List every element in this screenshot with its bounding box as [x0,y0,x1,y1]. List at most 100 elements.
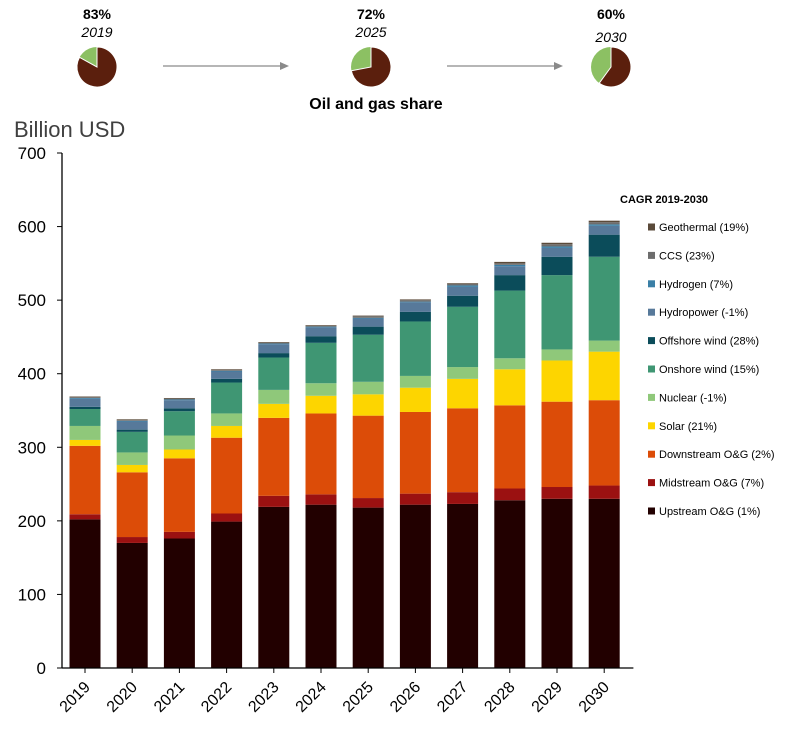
bar-segment [211,413,243,426]
legend-swatch [648,280,655,288]
bar-segment [258,506,290,668]
bar-segment [116,421,148,430]
x-tick-label: 2021 [151,679,188,716]
bar-segment [352,415,384,499]
bar-segment [399,387,431,412]
bar-segment [305,327,337,337]
bar-segment [399,300,431,302]
bars [69,220,620,668]
bar-segment [163,408,195,412]
legend-swatch [648,507,655,515]
bar-segment [352,498,384,508]
x-tick-label: 2023 [245,679,282,716]
bar-segment [163,435,195,450]
bar-segment [399,504,431,668]
pie-2030-year: 2030 [594,29,626,45]
x-tick-label: 2024 [293,679,330,716]
bar-segment [211,370,243,371]
bar-segment [163,449,195,459]
bar-segment [447,408,479,493]
y-tick-label: 100 [18,585,46,604]
bar-segment [258,342,290,344]
bar-stack-2024 [305,325,337,668]
arrow-2019-2025 [163,62,289,70]
legend-item: CCS (23%) [648,250,715,262]
pie-row: 83% 2019 72% 2025 60% 2030 Oil and gas s… [76,6,632,113]
legend-swatch [648,308,655,316]
bar-segment [541,256,573,276]
y-tick-label: 0 [37,659,46,678]
bar-segment [588,400,620,486]
bar-segment [494,290,526,359]
bar-segment [494,369,526,406]
bar-segment [258,417,290,496]
bar-stack-2019 [69,396,101,668]
bar-segment [399,301,431,303]
bar-segment [588,222,620,225]
bar-segment [352,326,384,335]
bar-segment [541,349,573,361]
legend-item: Nuclear (-1%) [648,392,727,404]
legend-label: Hydrogen (7%) [659,279,733,291]
bar-segment [305,413,337,495]
pie-slice-oil-gas [350,46,392,88]
bar-segment [541,401,573,488]
bar-stack-2029 [541,242,573,668]
legend-swatch [648,479,655,487]
bar-segment [588,340,620,352]
bar-segment [258,342,290,343]
bar-segment [352,316,384,318]
bar-segment [494,264,526,267]
x-tick-label: 2019 [57,679,94,716]
bar-segment [447,306,479,368]
bar-segment [258,389,290,404]
bar-segment [494,275,526,291]
bar-segment [352,507,384,668]
bar-stack-2020 [116,419,148,668]
bar-segment [211,378,243,383]
y-axis-label: Billion USD [14,117,125,142]
pie-2025-year: 2025 [354,24,386,40]
bar-segment [305,395,337,414]
bar-stack-2021 [163,397,195,668]
bar-stack-2030 [588,220,620,668]
bar-stack-2025 [352,315,384,668]
bar-segment [163,397,195,399]
bar-segment [211,369,243,371]
bar-segment [447,492,479,504]
bar-segment [69,425,101,440]
bar-segment [541,244,573,247]
pie-2019-year: 2019 [80,24,112,40]
bar-segment [305,383,337,396]
bar-segment [399,299,431,301]
bar-segment [163,411,195,436]
legend-item: Solar (21%) [648,421,717,433]
bar-segment [588,220,620,223]
bar-segment [541,360,573,402]
bar-segment [541,242,573,245]
bar-segment [447,286,479,296]
bar-segment [588,224,620,226]
bar-segment [494,405,526,489]
bar-segment [116,464,148,473]
bar-segment [211,371,243,379]
bar-segment [305,336,337,343]
bar-stack-2023 [258,342,290,668]
legend-item: Midstream O&G (7%) [648,478,764,490]
x-tick-label: 2025 [340,679,377,716]
bar-segment [494,358,526,370]
bar-segment [588,351,620,401]
bar-segment [258,357,290,390]
y-axis: 0 100 200 300 400 500 600 700 [18,144,63,678]
bar-stack-2022 [211,369,243,668]
legend-swatch [648,251,655,259]
bar-segment [116,537,148,543]
legend-item: Downstream O&G (2%) [648,449,775,461]
bar-segment [494,488,526,501]
bar-segment [447,285,479,287]
bar-segment [211,521,243,668]
legend-label: Nuclear (-1%) [659,392,727,404]
bar-segment [258,495,290,507]
bar-segment [447,283,479,286]
legend-title: CAGR 2019-2030 [620,194,708,206]
